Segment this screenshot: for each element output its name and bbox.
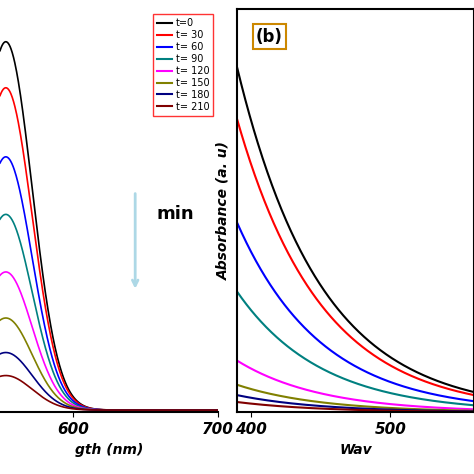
Legend: t=0, t= 30, t= 60, t= 90, t= 120, t= 150, t= 180, t= 210: t=0, t= 30, t= 60, t= 90, t= 120, t= 150… [153, 14, 213, 116]
Text: (b): (b) [256, 27, 283, 46]
Text: min: min [157, 205, 195, 223]
X-axis label: Wav: Wav [339, 443, 372, 456]
Y-axis label: Absorbance (a. u): Absorbance (a. u) [216, 141, 230, 281]
X-axis label: gth (nm): gth (nm) [75, 443, 143, 456]
